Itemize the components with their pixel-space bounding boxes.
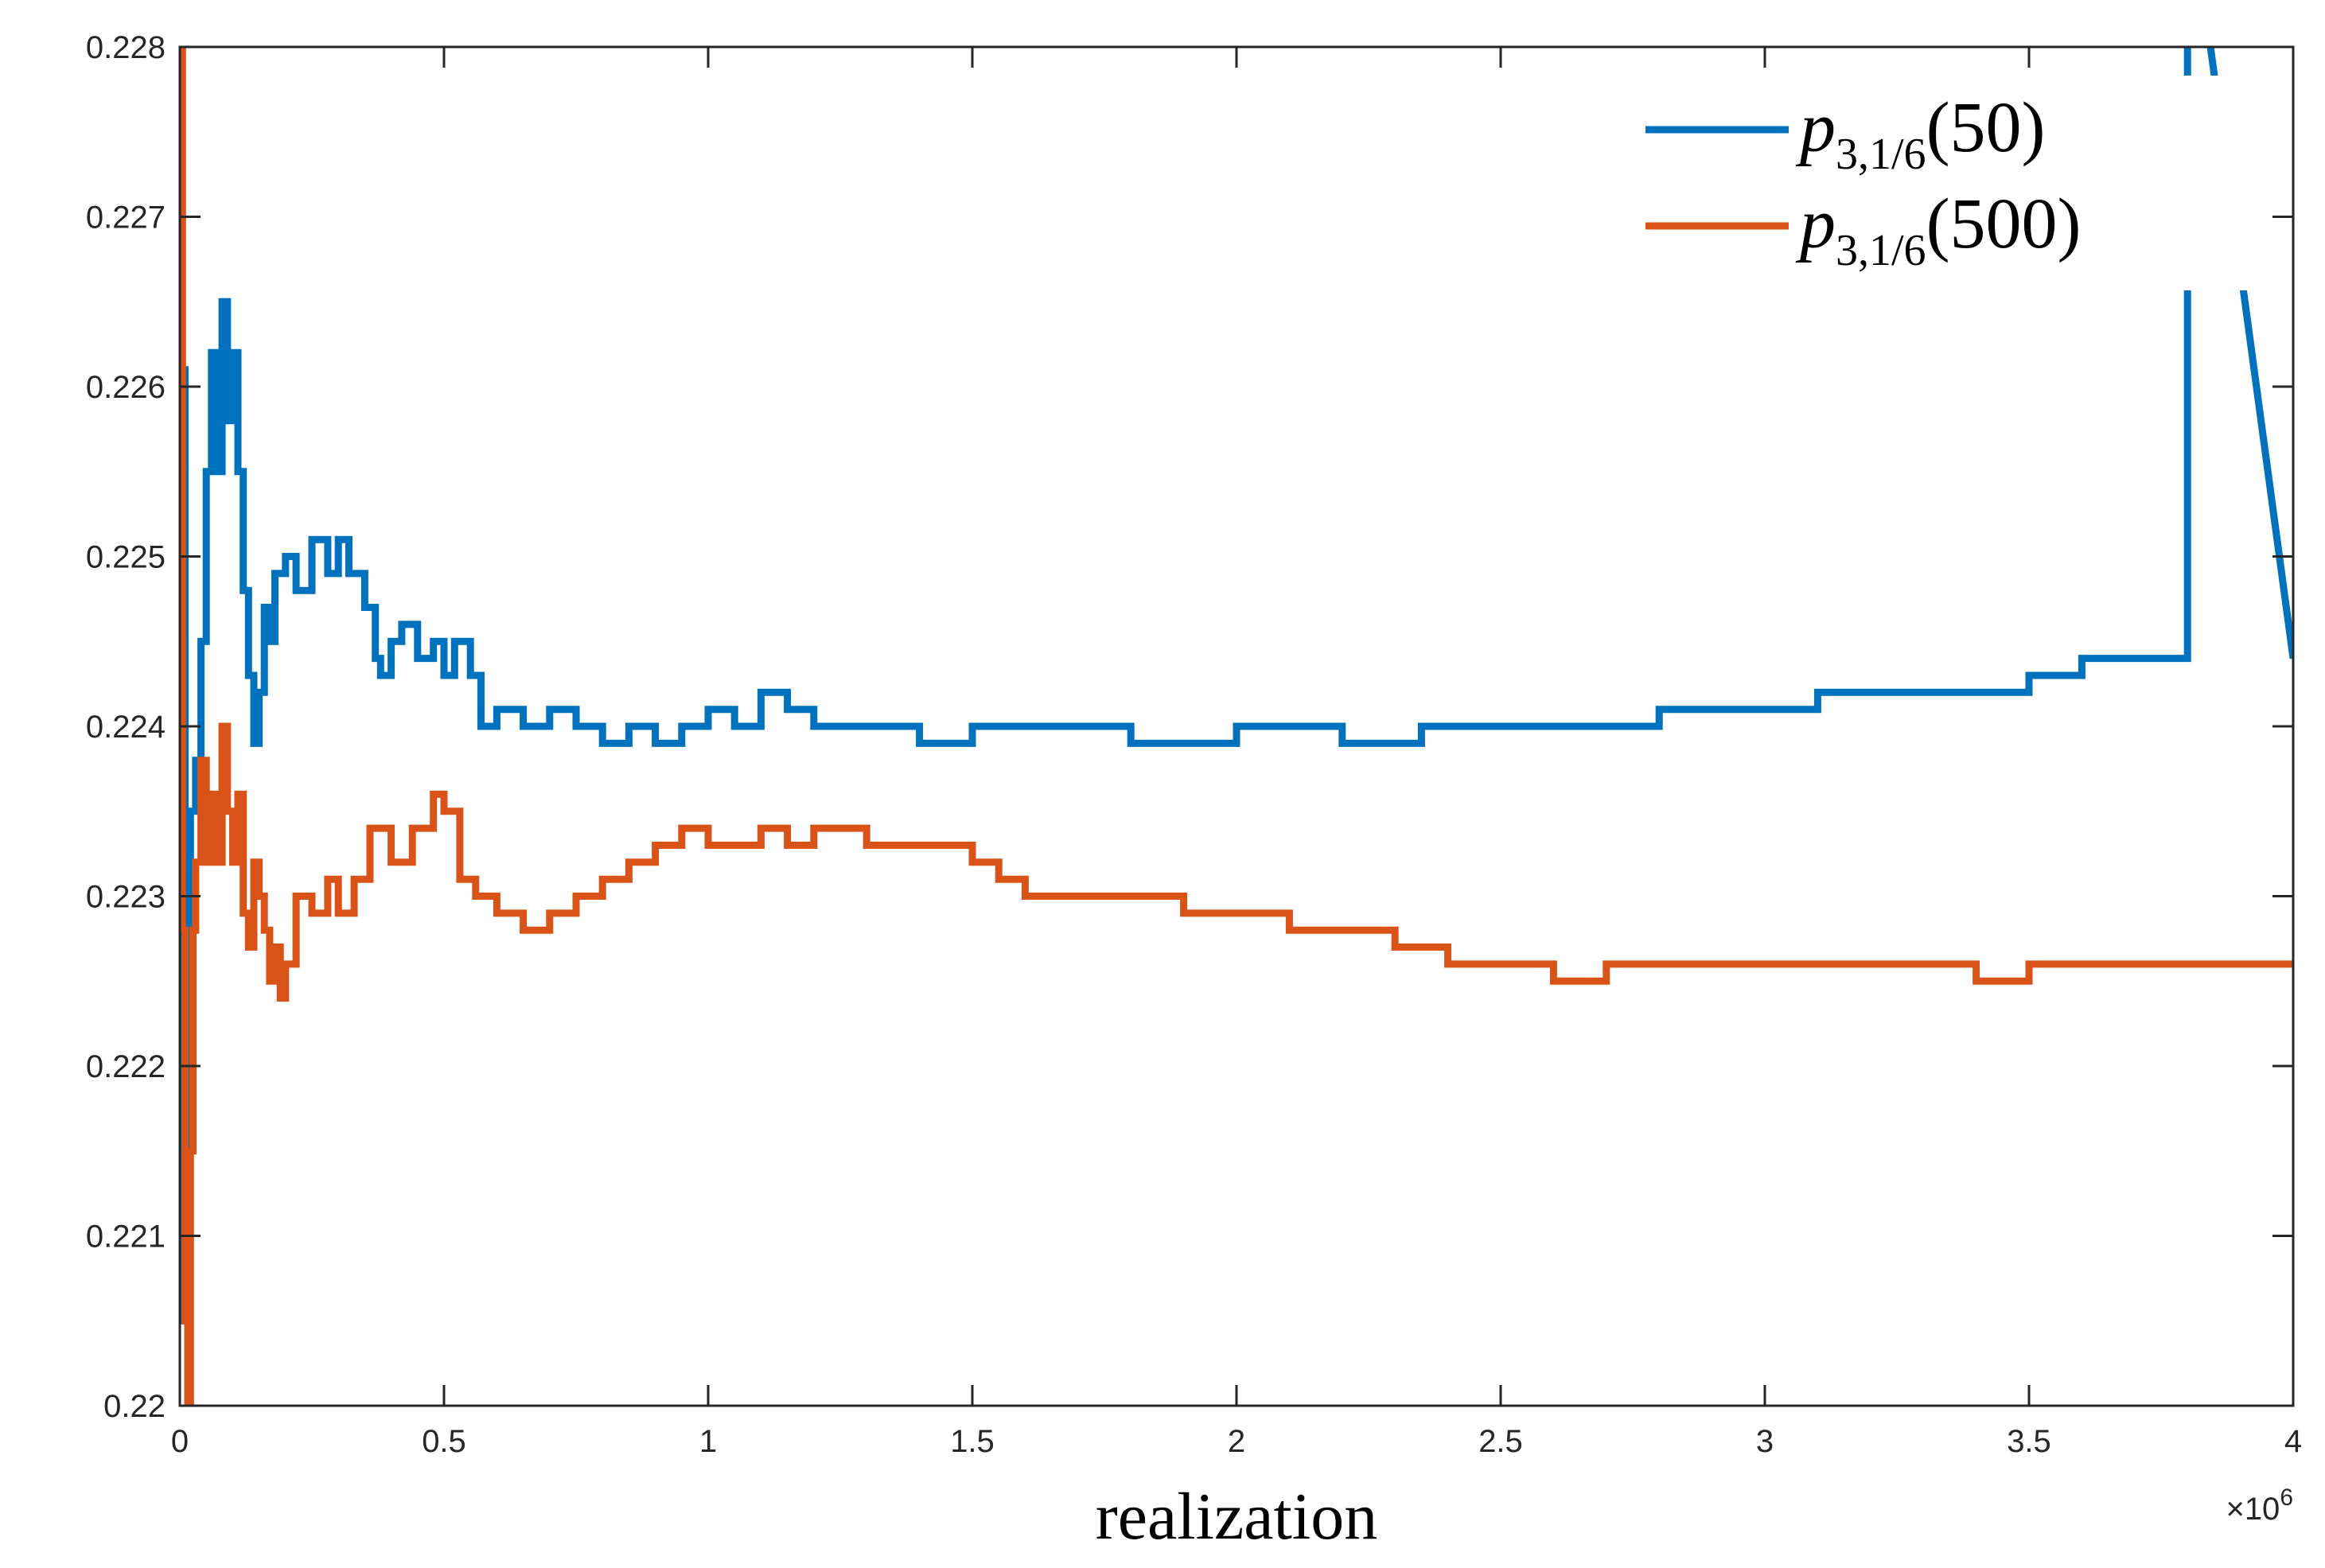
x-tick-label: 1 xyxy=(699,1424,717,1459)
x-tick-label: 0.5 xyxy=(422,1424,466,1459)
legend-series-1-base: p xyxy=(1795,88,1836,167)
legend-series-2-arg: (500) xyxy=(1926,185,2082,263)
y-tick-label: 0.227 xyxy=(86,200,166,235)
x-tick-label: 3.5 xyxy=(2007,1424,2051,1459)
y-tick-label: 0.223 xyxy=(86,880,166,915)
legend-series-2-sub: 3,1/6 xyxy=(1836,226,1926,275)
legend-box xyxy=(1623,76,2260,290)
x-axis-exponent: ×106 xyxy=(2226,1484,2293,1527)
legend-label-series-2: p3,1/6(500) xyxy=(1795,185,2082,275)
x-axis-ticks: 0 0.5 1 1.5 2 2.5 3 3.5 4 xyxy=(171,47,2302,1459)
y-axis-ticks: 0.22 0.221 0.222 0.223 0.224 0.225 0.226 0.227 0… xyxy=(86,30,2293,1424)
y-tick-label: 0.222 xyxy=(86,1049,166,1084)
x-tick-label: 3 xyxy=(1756,1424,1774,1459)
legend-series-2-base: p xyxy=(1795,185,1836,263)
legend-series-1-arg: (50) xyxy=(1926,88,2046,167)
legend-series-1-sub: 3,1/6 xyxy=(1836,130,1926,179)
x-axis-exponent-base: ×10 xyxy=(2226,1492,2280,1527)
series-line-2 xyxy=(180,47,2293,1406)
x-axis-title: realization xyxy=(1096,1480,1377,1554)
plot-content xyxy=(180,47,2293,1406)
series-line-1 xyxy=(180,47,2293,1325)
y-tick-label: 0.225 xyxy=(86,540,166,575)
y-tick-label: 0.226 xyxy=(86,370,166,405)
legend: p3,1/6(50) p3,1/6(500) xyxy=(1623,76,2260,290)
y-tick-label: 0.221 xyxy=(86,1220,166,1255)
legend-label-series-1: p3,1/6(50) xyxy=(1795,88,2046,179)
x-axis-exponent-power: 6 xyxy=(2280,1484,2293,1511)
x-tick-label: 2 xyxy=(1228,1424,1245,1459)
y-tick-label: 0.22 xyxy=(103,1389,166,1424)
x-tick-label: 1.5 xyxy=(950,1424,995,1459)
x-tick-label: 4 xyxy=(2284,1424,2302,1459)
y-tick-label: 0.224 xyxy=(86,710,166,745)
x-tick-label: 2.5 xyxy=(1478,1424,1523,1459)
y-tick-label: 0.228 xyxy=(86,30,166,65)
x-tick-label: 0 xyxy=(171,1424,189,1459)
